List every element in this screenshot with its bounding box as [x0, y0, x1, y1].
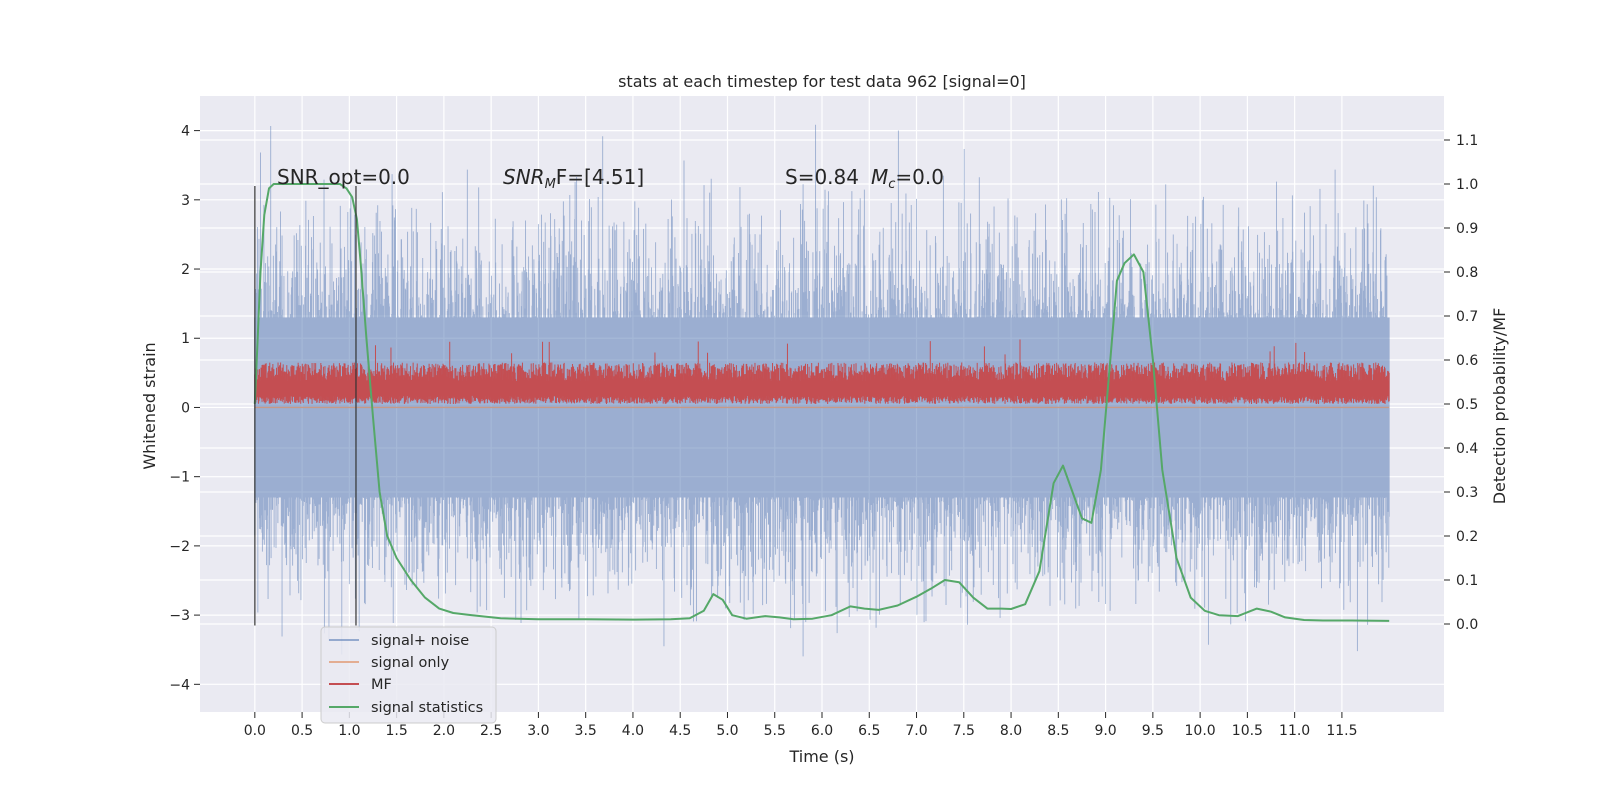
x-tick-label-1: 0.5: [291, 723, 313, 739]
y2-tick-label-4: 0.7: [1456, 309, 1478, 325]
legend-box: [320, 626, 497, 724]
y-axis-label: Whitened strain: [140, 342, 159, 469]
annotations: SNR_opt=0.0 SNRMF=[4.51] S=0.84 Mc=0.0: [277, 165, 944, 192]
y-tick-label-7: −3: [169, 608, 190, 624]
y2-tick-label-11: 0.0: [1456, 617, 1478, 633]
y2-tick-label-3: 0.8: [1456, 265, 1478, 281]
y-tick-label-5: −1: [169, 470, 190, 486]
x-tick-label-11: 5.5: [764, 723, 786, 739]
y-tick-label-2: 2: [181, 262, 190, 278]
x-tick-label-12: 6.0: [811, 723, 833, 739]
y2-tick-label-6: 0.5: [1456, 397, 1478, 413]
y2-tick-label-1: 1.0: [1456, 177, 1478, 193]
x-tick-label-10: 5.0: [716, 723, 738, 739]
y-tick-label-8: −4: [169, 677, 190, 693]
x-tick-label-15: 7.5: [953, 723, 975, 739]
x-tick-label-21: 10.5: [1232, 723, 1263, 739]
chart-title: stats at each timestep for test data 962…: [618, 72, 1026, 91]
vline-layer: [254, 185, 357, 626]
x-tick-label-2: 1.0: [338, 723, 360, 739]
annotation-mc-tail: =0.0: [895, 165, 944, 189]
series-layer: [253, 124, 1390, 657]
y-tick-label-3: 1: [181, 331, 190, 347]
series-signal-statistics-line: [253, 183, 1390, 622]
y-tick-label-0: 4: [181, 124, 190, 140]
x-tick-label-0: 0.0: [244, 723, 266, 739]
y2-tick-label-2: 0.9: [1456, 221, 1478, 237]
x-tick-label-20: 10.0: [1185, 723, 1216, 739]
x-tick-label-8: 4.0: [622, 723, 644, 739]
legend-label-mf: MF: [371, 677, 392, 693]
y-tick-label-4: 0: [181, 400, 190, 416]
annotation-snr-mf-tail: F=[4.51]: [556, 165, 644, 189]
annotation-mc-main: M: [871, 165, 888, 189]
y-tick-label-1: 3: [181, 193, 190, 209]
legend-label-signal-statistics: signal statistics: [371, 700, 483, 716]
y2-tick-label-5: 0.6: [1456, 353, 1478, 369]
x-tick-label-18: 9.0: [1094, 723, 1116, 739]
x-tick-label-22: 11.0: [1279, 723, 1310, 739]
annotation-snr-opt: SNR_opt=0.0: [277, 165, 410, 189]
x-tick-label-13: 6.5: [858, 723, 880, 739]
right-axis-ticks: 1.1 1.0 0.9 0.8 0.7 0.6 0.5 0.4 0.3 0.2 0.1 0.0: [1444, 133, 1478, 633]
x-tick-label-3: 1.5: [385, 723, 407, 739]
y2-tick-label-8: 0.3: [1456, 485, 1478, 501]
x-tick-label-9: 4.5: [669, 723, 691, 739]
annotation-snr-mf-sub: M: [545, 177, 556, 192]
legend: signal+ noise signal only MF signal stat…: [320, 626, 497, 724]
annotation-snr-mf-main: SNR: [503, 165, 545, 189]
y2-tick-label-9: 0.2: [1456, 529, 1478, 545]
bottom-axis-ticks: 0.0 0.5 1.0 1.5 2.0 2.5 3.0 3.5 4.0 4.5 5.0 5.5 6.0 6…: [244, 712, 1357, 739]
x-tick-label-17: 8.5: [1047, 723, 1069, 739]
annotation-mc-sub: c: [888, 177, 895, 192]
x-tick-label-14: 7.0: [905, 723, 927, 739]
annotation-s-mc: S=0.84 Mc=0.0: [785, 165, 944, 192]
y2-tick-label-7: 0.4: [1456, 441, 1478, 457]
x-tick-label-16: 8.0: [1000, 723, 1022, 739]
annotation-snr-mf: SNRMF=[4.51]: [503, 165, 644, 192]
left-axis-ticks: 4 3 2 1 0 −1 −2 −3 −4: [169, 124, 200, 693]
y-tick-label-6: −2: [169, 539, 190, 555]
x-tick-label-23: 11.5: [1326, 723, 1357, 739]
x-tick-label-6: 3.0: [527, 723, 549, 739]
x-tick-label-7: 3.5: [575, 723, 597, 739]
y2-tick-label-10: 0.1: [1456, 573, 1478, 589]
annotation-s-value: S=0.84: [785, 165, 859, 189]
x-axis-label: Time (s): [788, 747, 854, 766]
x-tick-label-19: 9.5: [1142, 723, 1164, 739]
x-tick-label-4: 2.0: [433, 723, 455, 739]
legend-label-signal-noise: signal+ noise: [371, 633, 469, 649]
x-tick-label-5: 2.5: [480, 723, 502, 739]
legend-label-signal-only: signal only: [371, 655, 450, 671]
y2-tick-label-0: 1.1: [1456, 133, 1478, 149]
y2-axis-label: Detection probability/MF: [1490, 308, 1509, 505]
